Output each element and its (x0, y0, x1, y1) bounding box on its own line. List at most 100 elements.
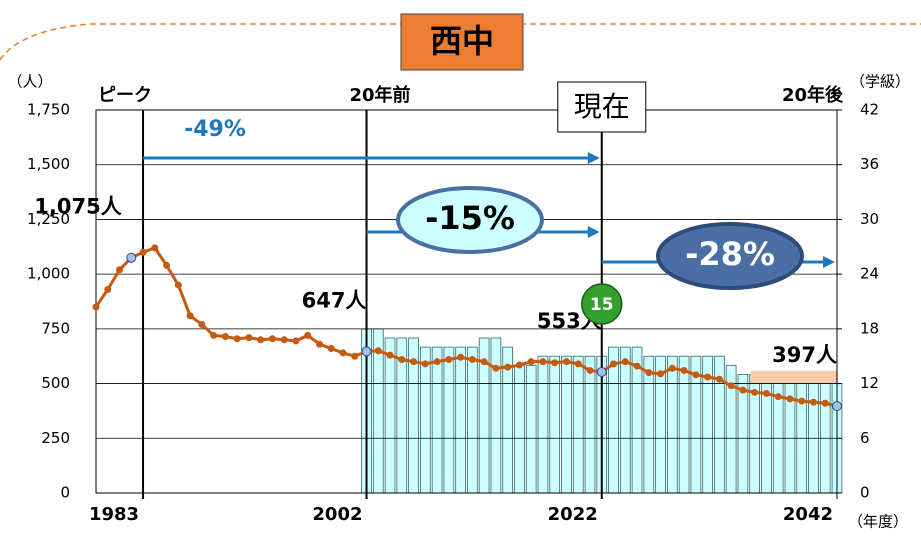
point (221, 333, 229, 341)
point (433, 358, 441, 366)
point (774, 393, 782, 401)
highlight-point (126, 252, 137, 263)
point (798, 397, 806, 405)
value-label: 647人 (302, 288, 367, 312)
y-tick-label: 250 (41, 429, 70, 447)
plot-frame (95, 109, 838, 494)
point (151, 244, 159, 252)
bar (666, 355, 678, 494)
point (198, 320, 206, 328)
bar (584, 355, 596, 494)
point (621, 358, 629, 366)
point (704, 373, 712, 381)
bar (643, 355, 655, 494)
y2-tick-label: 12 (860, 374, 879, 392)
line (94, 246, 838, 408)
bar (678, 355, 690, 494)
y2-tick-label: 0 (860, 484, 870, 502)
point (410, 358, 418, 366)
x-tick-label: 2042 (783, 504, 833, 525)
arrow-head (587, 226, 600, 238)
point (468, 355, 476, 363)
point (292, 337, 300, 345)
bar (443, 346, 455, 494)
x-tick-label: 2002 (312, 504, 362, 525)
point (304, 331, 312, 339)
x-tick-label: 2022 (548, 504, 598, 525)
reference-label: 現在 (574, 90, 630, 123)
point (104, 285, 112, 293)
point (645, 369, 653, 377)
point (339, 349, 347, 357)
point (657, 370, 665, 378)
arrow-head (823, 256, 835, 268)
point (668, 364, 676, 372)
value-label: 397人 (772, 343, 837, 367)
bar (431, 346, 443, 494)
x-label: （年度） (848, 513, 908, 531)
point (692, 371, 700, 379)
highlight-point (361, 346, 372, 357)
point (245, 334, 253, 342)
y-tick-label: 0 (60, 484, 70, 502)
point (786, 395, 794, 403)
y-tick-label: 1,750 (27, 101, 70, 119)
point (480, 358, 488, 366)
y-tick-label: 500 (41, 374, 70, 392)
point (374, 347, 382, 355)
value-label: 1,075人 (34, 195, 121, 219)
y-tick-label: 1,250 (27, 210, 70, 228)
highlight-point (596, 366, 607, 377)
bar (467, 346, 478, 494)
point (257, 336, 265, 344)
point (539, 358, 547, 366)
point (821, 399, 829, 407)
point (562, 358, 570, 366)
point (457, 353, 465, 361)
point (610, 360, 618, 368)
point (739, 386, 747, 394)
bar (514, 364, 525, 494)
point (492, 364, 500, 372)
bar (572, 355, 584, 494)
point (751, 388, 759, 396)
point (315, 340, 323, 348)
bar (419, 346, 431, 494)
point (551, 359, 559, 367)
point (727, 382, 735, 390)
reference-label: 20年後 (782, 84, 844, 106)
decor-dashed (0, 23, 921, 61)
point (586, 366, 594, 374)
highlight-point (832, 401, 842, 412)
point (386, 351, 394, 359)
bar (490, 337, 502, 494)
point (268, 335, 276, 343)
point (421, 360, 429, 368)
change-label: -49% (184, 117, 246, 142)
y2-tick-label: 6 (860, 429, 870, 447)
current-classes-badge (581, 283, 623, 325)
bar (455, 346, 466, 494)
y2-tick-label: 36 (860, 155, 879, 173)
point (280, 336, 288, 344)
x-tick-label: 1983 (89, 504, 139, 525)
point (574, 360, 582, 368)
y-label: （人） (7, 73, 52, 91)
point (809, 398, 817, 406)
y-tick-label: 1,500 (27, 155, 70, 173)
point (163, 261, 171, 269)
point (116, 266, 124, 274)
point (527, 358, 535, 366)
point (715, 375, 723, 383)
title-box (400, 13, 524, 71)
bar (549, 355, 561, 494)
reference-label: ピーク (98, 85, 152, 106)
point (445, 355, 453, 363)
point (186, 312, 194, 320)
point (210, 331, 218, 339)
arrow-head (587, 152, 600, 164)
change-bubble (656, 222, 804, 290)
highlight (750, 370, 837, 384)
point (327, 345, 335, 353)
